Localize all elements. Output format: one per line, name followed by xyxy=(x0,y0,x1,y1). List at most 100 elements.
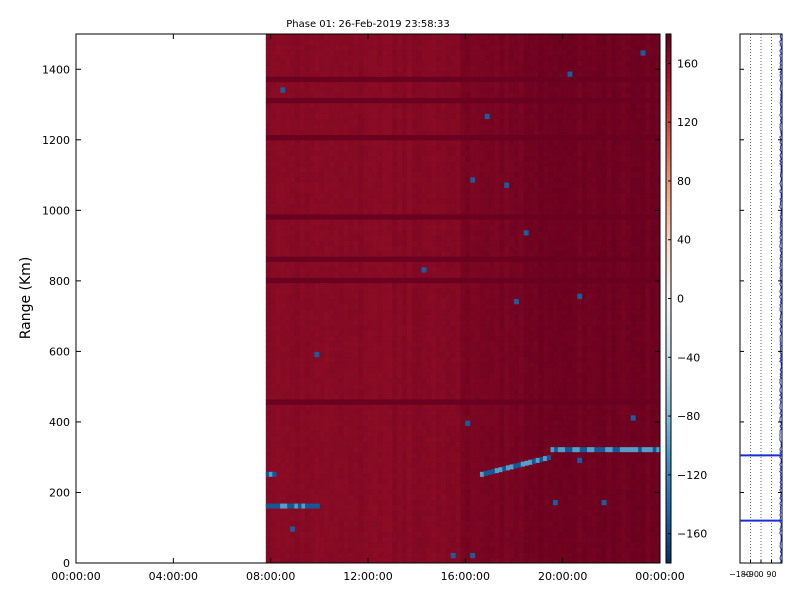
heatmap-cell xyxy=(450,414,457,421)
heatmap-cell xyxy=(382,92,388,98)
heatmap-cell xyxy=(343,457,350,463)
heatmap-cell xyxy=(470,346,476,352)
heatmap-cell xyxy=(431,240,437,247)
heatmap-cell xyxy=(406,81,413,88)
heatmap-cell xyxy=(445,139,452,146)
heatmap-cell xyxy=(450,383,457,389)
heatmap-cell xyxy=(431,272,437,278)
heatmap-cell xyxy=(304,44,311,51)
heatmap-cell xyxy=(402,86,408,93)
heatmap-cell xyxy=(314,330,320,337)
heatmap-cell xyxy=(285,393,291,400)
heatmap-cell xyxy=(358,531,364,538)
heatmap-cell xyxy=(494,171,500,178)
heatmap-cell xyxy=(494,303,500,310)
heatmap-cell xyxy=(421,160,427,167)
heatmap-cell xyxy=(479,510,486,516)
heatmap-cell xyxy=(338,420,345,426)
heatmap-cell xyxy=(319,166,325,173)
heatmap-cell xyxy=(445,245,452,252)
heatmap-cell xyxy=(431,324,437,331)
heatmap-cell xyxy=(270,55,277,61)
heatmap-cell xyxy=(343,266,350,273)
heatmap-cell xyxy=(460,235,466,241)
heatmap-cell xyxy=(406,235,413,241)
heatmap-cell xyxy=(465,203,471,210)
heatmap-cell xyxy=(392,176,398,183)
heatmap-cell xyxy=(290,346,296,352)
heatmap-cell xyxy=(314,272,320,278)
heatmap-cell xyxy=(431,261,437,268)
heatmap-cell xyxy=(470,457,476,463)
heatmap-cell xyxy=(290,261,296,268)
heatmap-cell xyxy=(450,123,457,130)
heatmap-cell xyxy=(421,229,427,236)
heatmap-cell xyxy=(397,356,403,363)
heatmap-cell xyxy=(324,340,330,347)
heatmap-cell xyxy=(285,552,291,559)
heatmap-cell xyxy=(479,187,486,194)
heatmap-cell xyxy=(338,541,345,548)
heatmap-cell xyxy=(295,409,301,416)
heatmap-cell xyxy=(426,65,432,72)
heatmap-cell xyxy=(363,414,369,421)
heatmap-cell xyxy=(295,451,301,458)
heatmap-cell xyxy=(295,92,301,98)
heatmap-cell xyxy=(494,430,500,437)
heatmap-cell xyxy=(475,250,481,257)
heatmap-cell xyxy=(504,123,510,130)
heatmap-cell xyxy=(475,213,481,220)
heatmap-cell xyxy=(484,123,491,130)
heatmap-cell xyxy=(504,145,510,151)
heatmap-cell xyxy=(421,409,427,416)
heatmap-cell xyxy=(475,208,481,215)
heatmap-cell xyxy=(280,351,286,358)
heatmap-cell xyxy=(372,319,379,326)
heatmap-cell xyxy=(338,49,345,56)
heatmap-cell xyxy=(499,81,505,88)
heatmap-cell xyxy=(416,44,423,51)
heatmap-cell xyxy=(504,129,510,136)
heatmap-cell xyxy=(353,182,359,188)
heatmap-cell xyxy=(421,293,427,299)
heatmap-cell xyxy=(402,541,408,548)
heatmap-cell xyxy=(475,457,481,463)
heatmap-cell xyxy=(465,340,471,347)
heatmap-cell xyxy=(416,351,423,358)
heatmap-cell xyxy=(372,393,379,400)
heatmap-cell xyxy=(431,367,437,374)
heatmap-cell xyxy=(416,335,423,342)
heatmap-cell xyxy=(290,229,296,236)
heatmap-cell xyxy=(499,65,505,72)
heatmap-cell xyxy=(470,425,476,432)
heatmap-cell xyxy=(504,520,510,527)
heatmap-cell xyxy=(363,155,369,162)
heatmap-cell xyxy=(348,81,354,88)
heatmap-cell xyxy=(397,499,403,506)
heatmap-cell xyxy=(265,34,272,40)
heatmap-cell xyxy=(299,229,306,236)
heatmap-cell xyxy=(445,303,452,310)
heatmap-cell xyxy=(353,97,359,104)
heatmap-cell xyxy=(324,171,330,178)
heatmap-cell xyxy=(504,182,510,188)
heatmap-cell xyxy=(275,282,281,289)
heatmap-cell xyxy=(324,187,330,194)
heatmap-cell xyxy=(265,346,272,352)
heatmap-cell xyxy=(421,166,427,173)
heatmap-cell xyxy=(431,224,437,231)
heatmap-cell xyxy=(494,420,500,426)
heatmap-cell xyxy=(397,102,403,109)
heatmap-cell xyxy=(324,176,330,183)
heatmap-cell xyxy=(363,436,369,442)
heatmap-cell xyxy=(290,361,296,368)
heatmap-cell xyxy=(314,547,320,553)
heatmap-cell xyxy=(499,351,505,358)
heatmap-cell xyxy=(426,261,432,268)
heatmap-cell xyxy=(348,309,354,315)
heatmap-cell xyxy=(392,330,398,337)
heatmap-cell xyxy=(329,335,335,342)
heatmap-cell xyxy=(387,388,393,395)
heatmap-cell xyxy=(499,245,505,252)
heatmap-cell xyxy=(421,324,427,331)
